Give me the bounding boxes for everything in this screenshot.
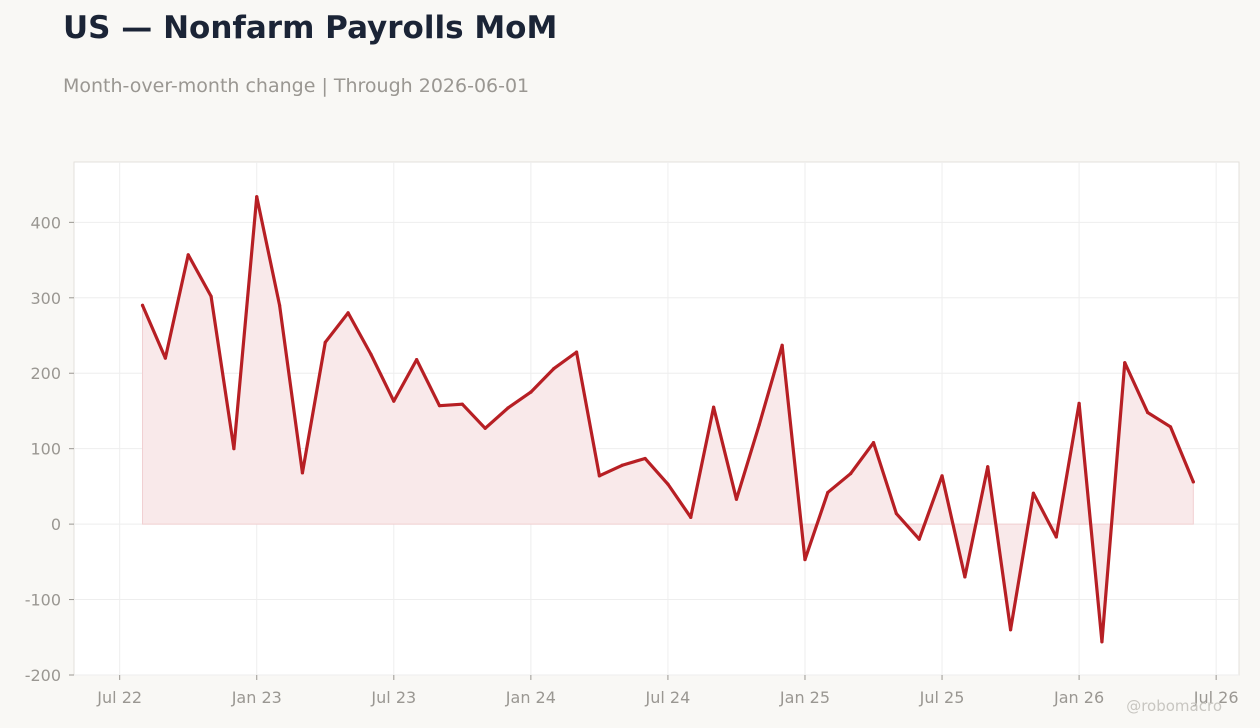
data-point (574, 350, 579, 354)
x-tick-label: Jan 26 (1053, 688, 1104, 707)
data-point (506, 406, 510, 410)
y-tick-label: -200 (25, 666, 61, 685)
data-point (1031, 491, 1036, 495)
data-point (1123, 361, 1127, 365)
data-point (1008, 628, 1013, 632)
y-tick-label: 400 (30, 213, 61, 232)
data-point (460, 402, 464, 406)
data-point (894, 511, 898, 516)
x-tick-label: Jul 25 (919, 688, 965, 707)
data-point (392, 399, 396, 403)
data-point (140, 303, 145, 307)
data-point (437, 404, 442, 408)
y-tick-label: 100 (30, 440, 61, 459)
data-point (232, 447, 236, 451)
data-point (415, 358, 419, 362)
data-point (277, 303, 282, 307)
y-axis-ticks: -200 -100 0 100 200 300 400 (25, 213, 74, 685)
x-tick-label: Jan 25 (779, 688, 830, 707)
y-tick-label: 300 (30, 289, 61, 308)
data-point (666, 482, 670, 486)
data-point (597, 474, 601, 478)
data-point (734, 497, 739, 501)
data-point (163, 356, 167, 360)
x-tick-label: Jul 26 (1193, 688, 1239, 707)
data-point (986, 465, 990, 469)
data-point (689, 515, 693, 519)
data-point (209, 294, 213, 298)
watermark: @robomacro (1126, 697, 1222, 715)
data-point (323, 340, 327, 344)
y-tick-label: -100 (25, 591, 61, 610)
data-point (1077, 401, 1081, 406)
data-point (803, 557, 807, 562)
data-points (140, 195, 1195, 644)
data-point (712, 405, 716, 409)
data-point (940, 474, 944, 478)
data-point (1146, 410, 1150, 415)
data-point (871, 441, 876, 445)
data-point (1168, 425, 1173, 429)
data-point (300, 471, 305, 475)
data-point (826, 490, 830, 495)
data-point (552, 367, 556, 371)
y-tick-label: 0 (51, 515, 61, 534)
data-point (849, 471, 853, 476)
data-point (529, 390, 533, 394)
x-tick-label: Jan 24 (505, 688, 556, 707)
x-tick-label: Jan 23 (231, 688, 282, 707)
chart-title: US — Nonfarm Payrolls MoM (63, 10, 558, 46)
data-point (620, 463, 624, 467)
data-point (917, 537, 921, 541)
data-point (1191, 480, 1195, 484)
data-point (1054, 535, 1058, 539)
x-tick-label: Jul 24 (645, 688, 691, 707)
data-point (346, 311, 350, 315)
data-point (255, 195, 259, 199)
data-point (186, 253, 190, 257)
data-point (757, 422, 761, 427)
data-point (369, 352, 373, 356)
x-tick-label: Jul 23 (370, 688, 416, 707)
data-point (1100, 640, 1104, 644)
y-tick-label: 200 (30, 364, 61, 383)
chart-subtitle: Month-over-month change | Through 2026-0… (63, 75, 530, 97)
x-tick-label: Jul 22 (96, 688, 142, 707)
x-axis-ticks: Jul 22 Jan 23 Jul 23 Jan 24 Jul 24 Jan 25 Jul … (96, 675, 1239, 707)
data-point (963, 575, 967, 579)
data-point (643, 456, 647, 461)
data-point (780, 343, 784, 347)
data-point (483, 426, 487, 430)
